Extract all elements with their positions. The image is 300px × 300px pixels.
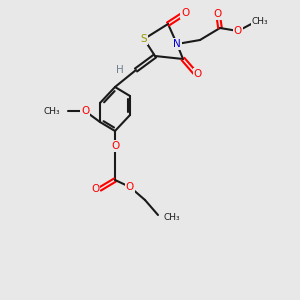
Text: H: H <box>116 65 124 75</box>
Text: O: O <box>91 184 99 194</box>
Text: CH₃: CH₃ <box>163 214 180 223</box>
Text: O: O <box>81 106 89 116</box>
Text: CH₃: CH₃ <box>44 106 60 116</box>
Text: O: O <box>181 8 189 18</box>
Text: O: O <box>194 69 202 79</box>
Text: O: O <box>234 26 242 36</box>
Text: S: S <box>141 34 147 44</box>
Text: O: O <box>214 9 222 19</box>
Text: O: O <box>111 141 119 151</box>
Text: O: O <box>126 182 134 192</box>
Text: N: N <box>173 39 181 49</box>
Text: CH₃: CH₃ <box>252 17 268 26</box>
